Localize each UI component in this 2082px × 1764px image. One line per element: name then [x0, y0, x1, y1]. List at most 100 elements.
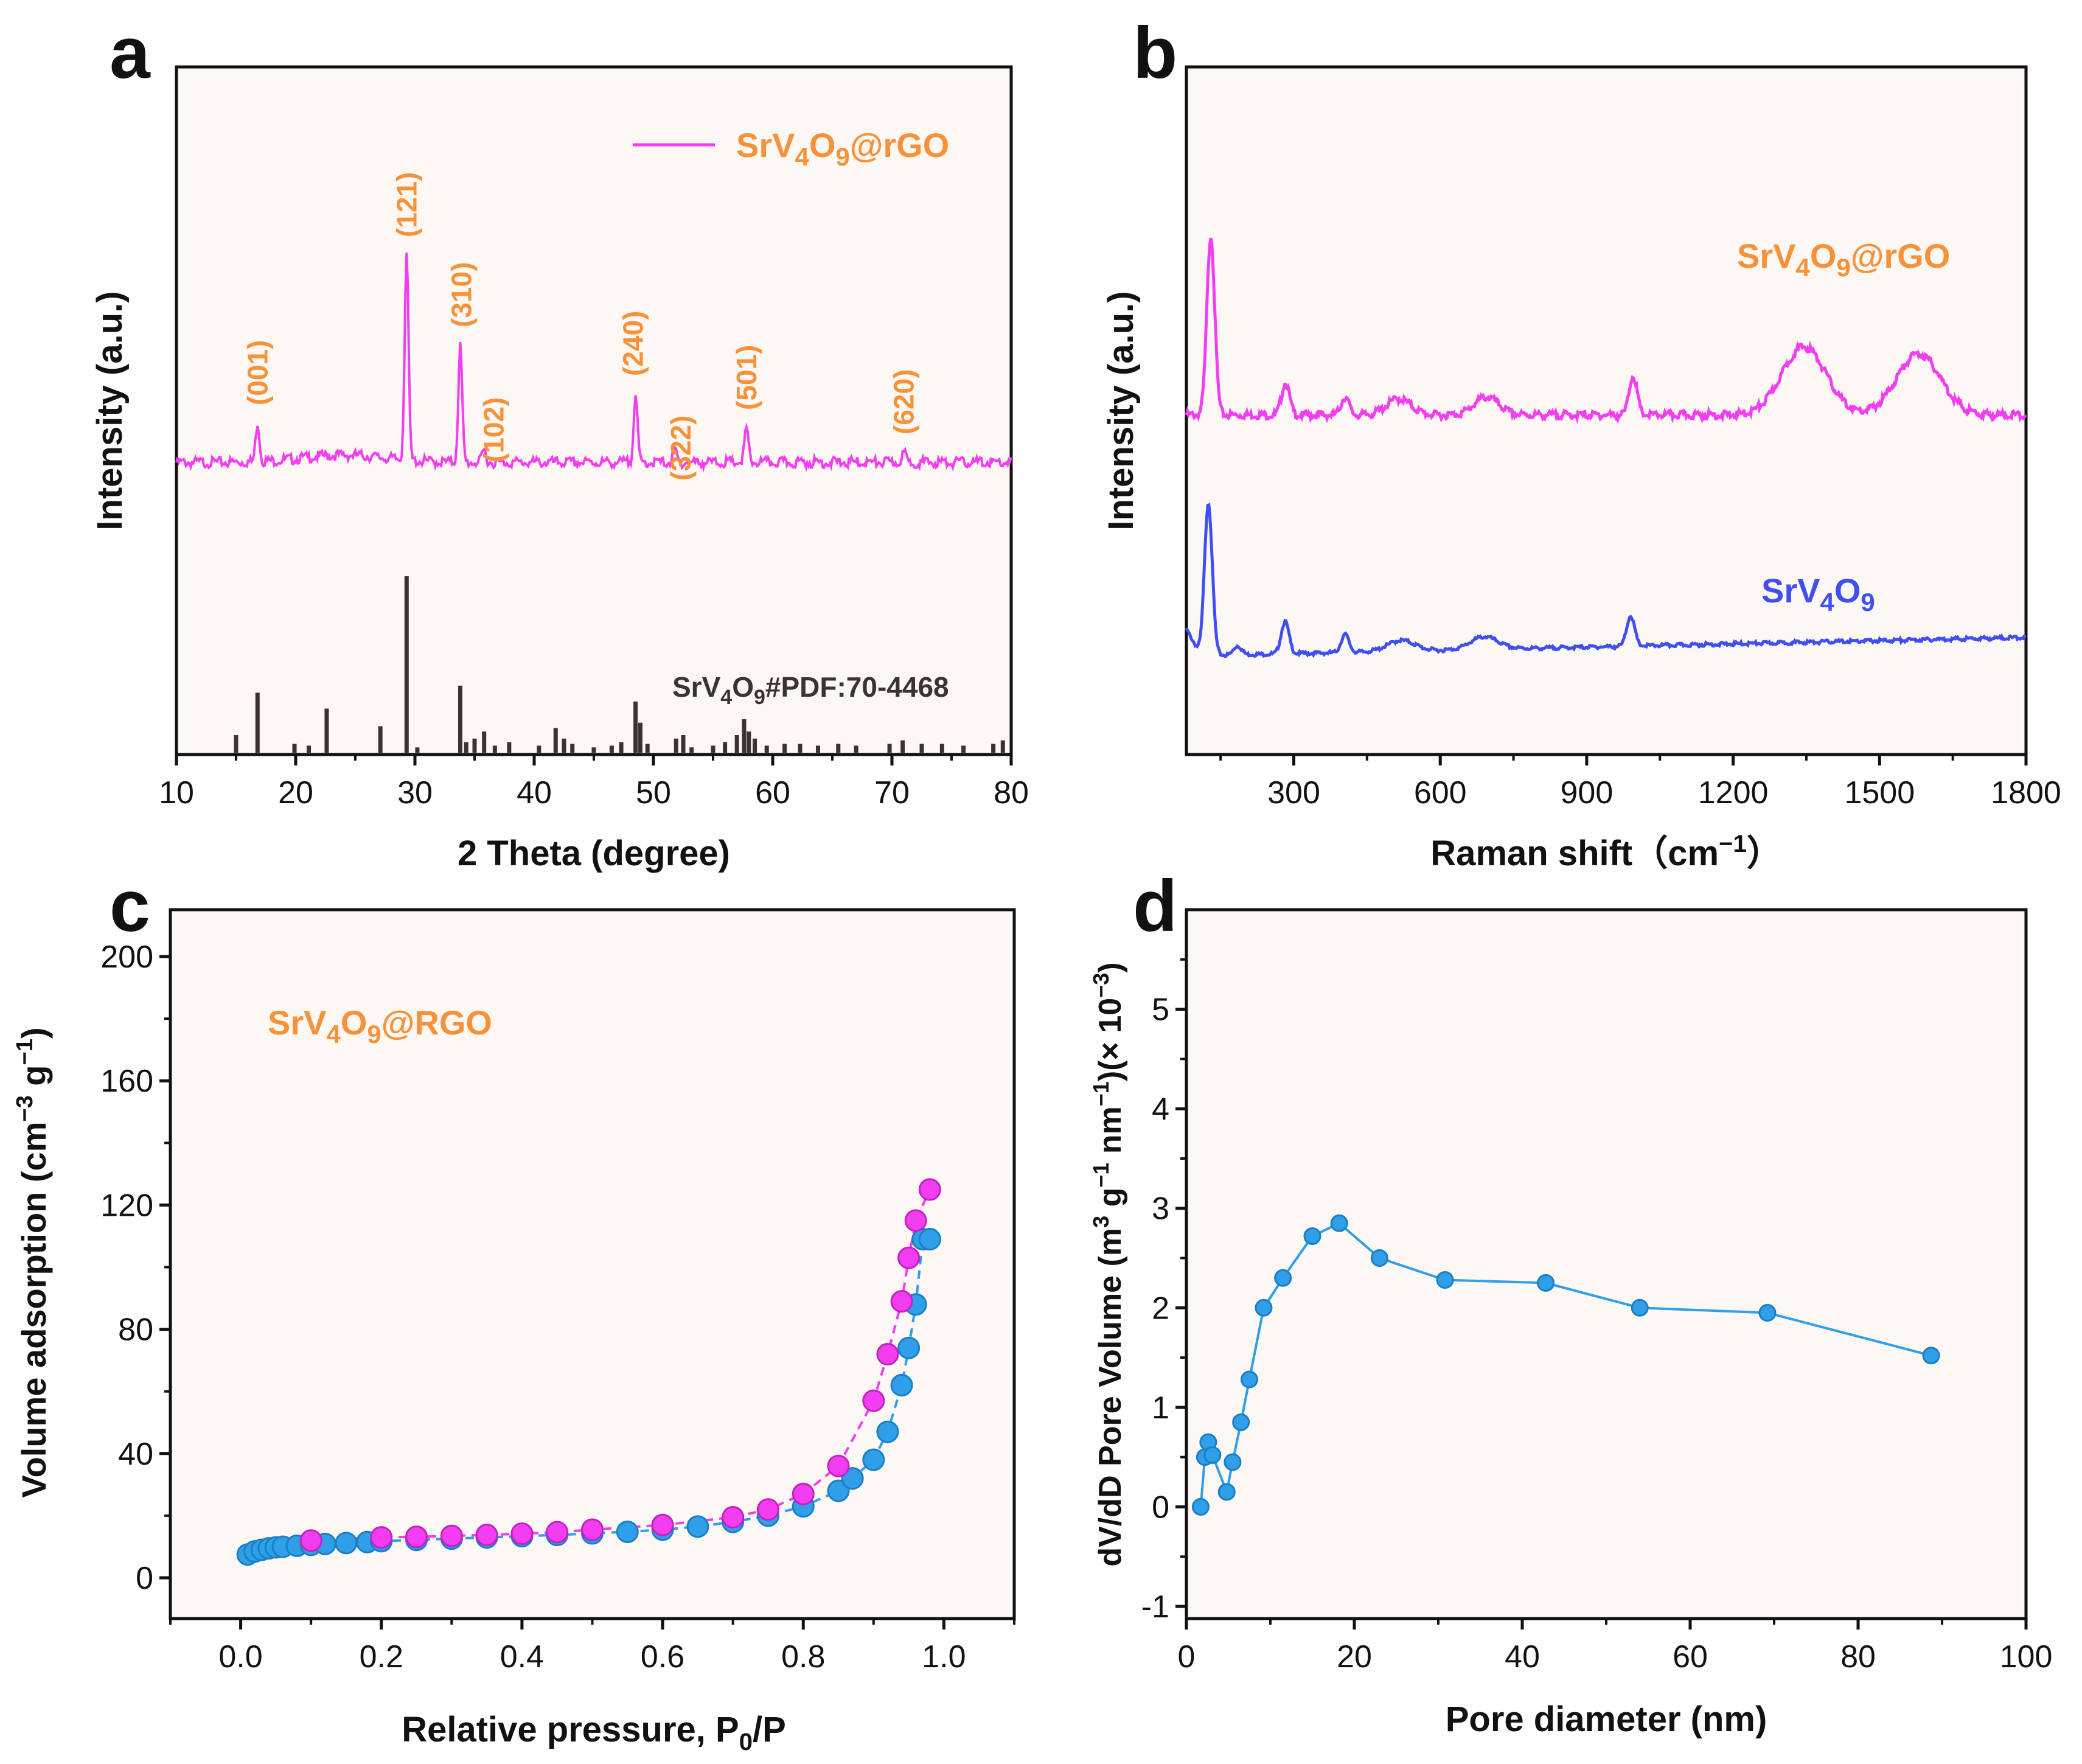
pore-point	[1217, 1483, 1236, 1501]
c-x-tail: /P	[753, 1710, 786, 1749]
peak-label: (121)	[391, 172, 422, 237]
label-b1-base: SrV	[1737, 237, 1796, 275]
desorption-point	[890, 1290, 913, 1313]
y-axis-d-tick-label: 1	[1152, 1390, 1169, 1426]
pore-point	[1232, 1413, 1250, 1431]
adsorption-point	[335, 1532, 358, 1555]
reference-bar	[674, 738, 678, 753]
x-axis-label-b: Raman shift（cm−1）	[1430, 831, 1781, 873]
reference-bar	[681, 735, 686, 753]
reference-bar	[836, 744, 841, 753]
pore-point	[1203, 1446, 1222, 1464]
x-axis-d-tick-label: 80	[1840, 1639, 1876, 1675]
x-axis-b-tick-label: 600	[1414, 775, 1467, 811]
reference-bar	[292, 744, 297, 753]
panel-b-plot-area	[1185, 65, 2028, 756]
panel-label-c: c	[110, 865, 150, 947]
adsorption-point	[686, 1515, 709, 1538]
reference-bar	[747, 731, 751, 753]
c-x-sub: 0	[739, 1729, 753, 1755]
reference-bar	[570, 744, 575, 753]
reference-bar	[638, 722, 642, 753]
y-axis-label-b: Intensity (a.u.)	[1101, 291, 1141, 530]
panel-a-layer: (001) (121) (310) (102) (240) (322) (501) (620)…	[159, 172, 1029, 811]
label-b1-sub2: 9	[1836, 253, 1850, 282]
ref-a-base: SrV	[672, 671, 721, 703]
x-axis-a-tick-label: 80	[994, 775, 1029, 811]
adsorption-point	[890, 1373, 913, 1396]
reference-bar	[753, 738, 757, 753]
x-axis-a-tick-label: 40	[517, 775, 552, 811]
reference-bar	[764, 745, 769, 753]
d-y-tail2: )	[1093, 962, 1128, 972]
reference-bar	[324, 708, 329, 753]
reference-bar	[961, 745, 966, 753]
reference-bar	[939, 744, 944, 753]
c-y-sup: −3	[12, 1095, 38, 1121]
x-axis-b-tick-label: 900	[1561, 775, 1614, 811]
pore-point	[1537, 1274, 1555, 1292]
reference-bar	[562, 738, 566, 753]
d-y-mid: g	[1093, 1188, 1128, 1216]
label-b1-sub1: 4	[1796, 253, 1811, 282]
c-y-sup2: −1	[12, 1039, 38, 1065]
reference-bar	[472, 738, 477, 753]
x-axis-d-tick-label: 0	[1178, 1639, 1196, 1675]
label-c-tail: @RGO	[381, 1003, 492, 1042]
legend-a: SrV4O9@rGO	[736, 126, 949, 171]
pore-point	[1241, 1370, 1258, 1389]
label-b2-sub1: 4	[1820, 588, 1835, 616]
x-axis-c-tick-label: 1.0	[922, 1639, 966, 1675]
desorption-point	[897, 1246, 921, 1269]
desorption-point	[827, 1454, 850, 1477]
label-c-base: SrV	[268, 1003, 327, 1042]
desorption-point	[792, 1482, 815, 1505]
x-axis-b-tick-label: 300	[1267, 775, 1320, 811]
desorption-point	[440, 1524, 463, 1547]
legend-a-base: SrV	[736, 126, 795, 164]
pore-point	[1631, 1299, 1649, 1317]
x-axis-a-tick-label: 30	[397, 775, 433, 811]
adsorption-point	[897, 1336, 921, 1359]
label-c-sub1: 4	[327, 1020, 341, 1048]
pore-point	[1922, 1347, 1940, 1365]
c-y-main: Volume adsorption (cm	[15, 1121, 53, 1497]
adsorption-point	[827, 1479, 850, 1502]
reference-bar	[854, 745, 858, 753]
adsorption-point	[841, 1467, 864, 1490]
label-c-sub2: 9	[367, 1020, 381, 1048]
adsorption-point	[862, 1448, 885, 1471]
ref-a-sub1: 4	[720, 686, 732, 709]
pore-point	[1758, 1303, 1777, 1322]
desorption-point	[546, 1521, 569, 1544]
y-axis-c-tick-label: 0	[136, 1561, 153, 1596]
x-axis-d-tick-label: 60	[1673, 1639, 1708, 1675]
legend-a-sub1: 4	[795, 142, 810, 171]
series-srv4o9-raman-line	[1185, 503, 2027, 658]
d-y-sup3: −1	[1088, 1081, 1113, 1106]
reference-bar	[378, 726, 383, 753]
reference-bar	[619, 742, 624, 753]
ref-a-tail: #PDF:70-4468	[765, 671, 949, 703]
x-axis-b-tick-label: 1800	[1991, 775, 2061, 811]
ref-label-a: SrV4O9#PDF:70-4468	[672, 671, 949, 709]
x-axis-a-tick-label: 10	[159, 775, 194, 811]
desorption-point	[918, 1178, 941, 1201]
panel-b-layer: 300 600 900 1200 1500 1800	[1185, 237, 2061, 811]
x-axis-b-tick-label: 1500	[1844, 775, 1915, 811]
adsorption-point	[876, 1420, 899, 1443]
panel-label-b: b	[1133, 12, 1177, 94]
x-axis-c-tick-label: 0.4	[500, 1639, 544, 1675]
peak-label: (001)	[242, 340, 273, 405]
c-x-main: Relative pressure, P	[402, 1710, 739, 1749]
x-axis-d-tick-label: 20	[1337, 1639, 1372, 1675]
reference-bar	[553, 728, 558, 753]
series-label-c: SrV4O9@RGO	[268, 1003, 492, 1048]
desorption-point	[370, 1526, 393, 1549]
x-axis-a-tick-label: 20	[278, 775, 313, 811]
label-b2-sub2: 9	[1861, 588, 1875, 616]
pore-point	[1224, 1453, 1242, 1471]
x-axis-a-tick-label: 60	[755, 775, 790, 811]
y-axis-d-tick-label: 2	[1152, 1291, 1169, 1326]
